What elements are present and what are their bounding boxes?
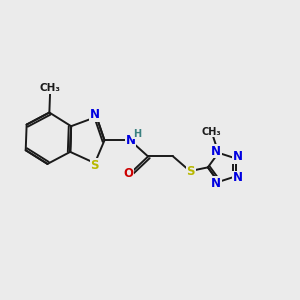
Text: N: N (233, 150, 243, 164)
Text: S: S (187, 165, 195, 178)
Text: CH₃: CH₃ (40, 83, 61, 93)
Text: N: N (125, 134, 135, 147)
Text: S: S (91, 159, 99, 172)
Text: N: N (211, 145, 221, 158)
Text: N: N (211, 177, 221, 190)
Text: N: N (90, 108, 100, 121)
Text: N: N (233, 171, 243, 184)
Text: CH₃: CH₃ (201, 127, 221, 137)
Text: O: O (123, 167, 134, 180)
Text: H: H (133, 129, 141, 139)
